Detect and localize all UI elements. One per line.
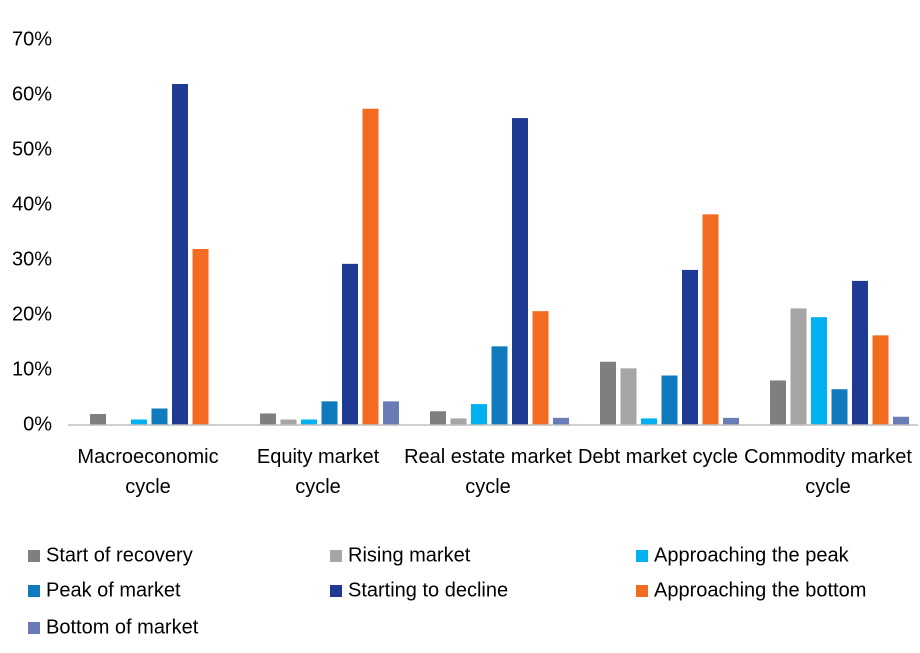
bar <box>532 311 549 425</box>
bar <box>430 411 446 425</box>
legend-label: Starting to decline <box>348 579 508 601</box>
legend-swatch <box>636 585 648 597</box>
y-tick-label: 0% <box>23 413 52 435</box>
legend-label: Peak of market <box>46 579 181 601</box>
y-tick-label: 40% <box>12 193 52 215</box>
x-tick-label: Macroeconomic cycle <box>77 446 219 498</box>
bar <box>151 408 168 425</box>
bar <box>383 401 399 425</box>
bar <box>280 419 297 425</box>
bar <box>852 280 868 425</box>
bar <box>321 401 338 425</box>
bar <box>893 416 909 425</box>
bar <box>553 417 569 425</box>
legend-label: Bottom of market <box>46 616 199 638</box>
legend-label: Approaching the bottom <box>654 579 866 601</box>
x-tick-label: Debt market cycle <box>577 446 739 468</box>
bar <box>301 419 317 425</box>
bar <box>512 118 528 425</box>
bar <box>872 335 889 425</box>
bar <box>620 368 637 425</box>
bar <box>131 419 147 425</box>
bar <box>600 361 616 425</box>
legend-swatch <box>636 550 648 562</box>
legend-label: Start of recovery <box>46 544 193 566</box>
bar <box>342 263 358 425</box>
bar <box>450 418 467 425</box>
y-tick-label: 50% <box>12 138 52 160</box>
legend-swatch <box>330 585 342 597</box>
y-tick-label: 20% <box>12 303 52 325</box>
bar <box>260 413 276 425</box>
bar <box>811 317 827 425</box>
y-tick-label: 10% <box>12 358 52 380</box>
bar <box>790 308 807 425</box>
bar <box>661 375 678 425</box>
legend-swatch <box>330 550 342 562</box>
legend-swatch <box>28 585 40 597</box>
legend-label: Rising market <box>348 544 471 566</box>
bar <box>641 418 657 425</box>
bar <box>172 84 188 425</box>
bar <box>192 249 209 425</box>
y-tick-label: 60% <box>12 83 52 105</box>
bar <box>770 380 786 425</box>
bar <box>682 269 698 425</box>
bar <box>471 404 487 425</box>
bar <box>362 108 379 425</box>
legend-swatch <box>28 550 40 562</box>
y-tick-label: 30% <box>12 248 52 270</box>
x-tick-label: Real estate market cycle <box>404 446 572 498</box>
bar <box>831 389 848 425</box>
bar <box>702 214 719 425</box>
y-tick-label: 70% <box>12 28 52 50</box>
legend-label: Approaching the peak <box>654 544 850 566</box>
bar <box>491 346 508 425</box>
legend-swatch <box>28 622 40 634</box>
x-tick-label: Commodity market cycle <box>744 446 912 498</box>
x-tick-label: Equity market cycle <box>256 446 380 498</box>
bar <box>90 414 106 425</box>
bar <box>723 417 739 425</box>
